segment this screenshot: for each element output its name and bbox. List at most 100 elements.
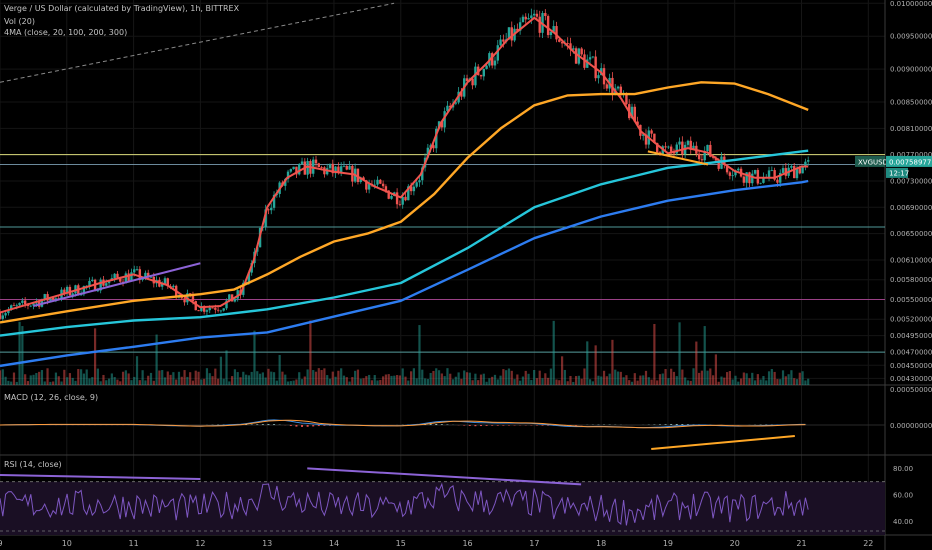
volume-bar [82, 373, 85, 385]
volume-bar [373, 375, 376, 385]
volume-bar [102, 374, 105, 385]
candle-body [387, 190, 390, 199]
volume-bar [29, 375, 32, 385]
candle-body [580, 48, 583, 55]
candle-body [465, 78, 469, 81]
volume-bar [482, 373, 485, 385]
volume-bar [138, 380, 141, 385]
macd-hist-bar [301, 425, 304, 427]
candle-body [549, 31, 553, 36]
volume-bar [387, 374, 390, 385]
volume-bar [194, 370, 197, 385]
candle-body [737, 168, 740, 171]
candle-body [616, 86, 620, 89]
volume-bar [79, 369, 83, 385]
volume-bar [432, 370, 435, 385]
candle-body [742, 176, 746, 183]
volume-bar [368, 374, 371, 385]
volume-bar [96, 368, 99, 385]
volume-bar [745, 373, 748, 385]
volume-bar [32, 374, 35, 385]
candle-body [197, 310, 200, 312]
candle-body [284, 179, 287, 186]
volume-bar [0, 370, 2, 385]
rsi-trendline [307, 467, 582, 486]
candle-body [0, 312, 2, 319]
volume-bar [790, 370, 793, 385]
candle-body [141, 278, 144, 280]
macd-hist-bar [547, 425, 550, 426]
volume-legend[interactable]: Vol (20) [4, 17, 35, 26]
candle-body [124, 273, 128, 284]
volume-bar [423, 378, 427, 385]
volume-bar [409, 371, 413, 385]
volume-bar [24, 374, 27, 385]
candle-body [446, 105, 449, 112]
volume-bar [519, 380, 522, 385]
candle-body [236, 290, 239, 299]
volume-bar [71, 377, 74, 385]
volume-bar [214, 368, 217, 385]
rsi-tick-label: 60.00 [893, 492, 913, 500]
macd-legend[interactable]: MACD (12, 26, close, 9) [4, 393, 99, 402]
volume-bar [541, 378, 544, 385]
volume-bar [499, 375, 502, 385]
volume-bar [535, 378, 539, 385]
volume-bar [38, 371, 41, 385]
candle-body [709, 144, 712, 157]
candle-body [379, 179, 382, 184]
macd-trendline [651, 435, 795, 450]
volume-bar [278, 354, 281, 385]
candle-body [779, 172, 782, 183]
candle-body [51, 297, 55, 300]
candle-body [211, 307, 214, 309]
volume-bar [591, 381, 594, 385]
candle-body [194, 301, 197, 311]
ma-legend[interactable]: 4MA (close, 20, 100, 200, 300) [4, 28, 128, 37]
candle-body [230, 294, 234, 302]
candle-body [71, 293, 74, 296]
macd-hist-bar [250, 424, 253, 425]
candle-body [443, 111, 446, 128]
candle-body [4, 313, 7, 316]
volume-bar [231, 376, 234, 385]
rsi-line [0, 482, 809, 526]
volume-bar [135, 356, 139, 385]
candle-body [286, 171, 290, 180]
volume-bar [169, 374, 172, 385]
date-tick-label: 18 [596, 539, 606, 548]
candle-body [135, 269, 139, 271]
volume-bar [795, 379, 799, 385]
candle-body [664, 146, 667, 148]
volume-bar [107, 378, 111, 385]
price-tick-label: 0.00520000 [890, 316, 932, 324]
candle-body [538, 16, 541, 33]
volume-bar [326, 375, 329, 385]
candle-body [784, 168, 788, 176]
candle-body [725, 164, 729, 173]
volume-bar [664, 369, 667, 385]
volume-bar [113, 377, 116, 385]
volume-bar [678, 322, 681, 385]
volume-bar [762, 376, 765, 385]
volume-bar [77, 369, 80, 385]
volume-bar [256, 371, 259, 385]
volume-bar [233, 369, 237, 385]
macd-hist-bar [541, 425, 544, 426]
volume-bar [415, 378, 418, 385]
date-axis: 9 10 11 12 13 14 15 16 17 18 19 20 21 22 [0, 539, 873, 548]
rsi-legend[interactable]: RSI (14, close) [4, 460, 62, 469]
volume-bar [99, 381, 102, 385]
volume-bar [398, 375, 401, 385]
macd-tick-label: 0.00050000 [890, 386, 932, 394]
volume-bar [35, 373, 38, 385]
volume-bar [141, 370, 144, 385]
candle-body [404, 196, 407, 201]
volume-bar [684, 377, 687, 385]
volume-bar [295, 379, 298, 385]
volume-bar [773, 371, 776, 385]
volume-bar [622, 377, 625, 385]
volume-bar [552, 320, 555, 385]
volume-bar [670, 368, 673, 385]
